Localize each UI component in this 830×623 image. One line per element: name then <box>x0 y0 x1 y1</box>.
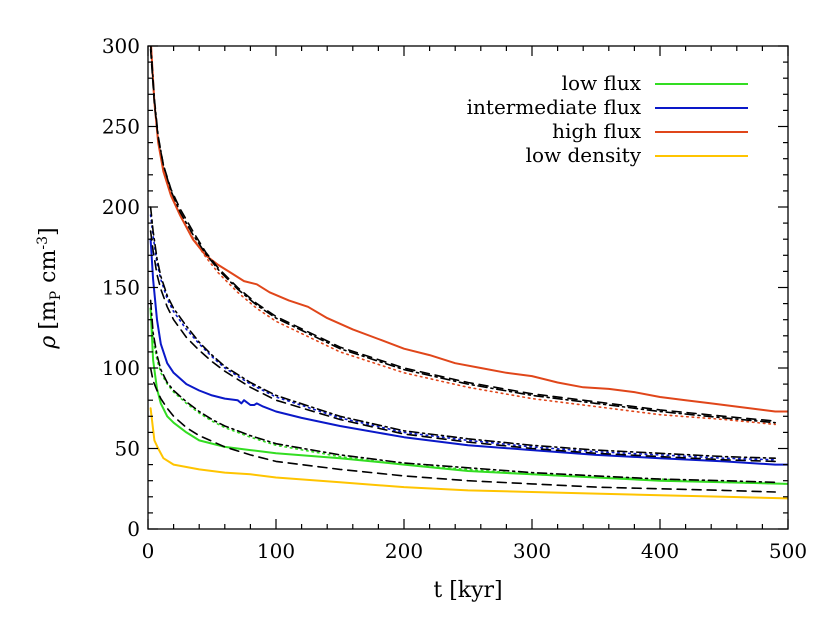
y-axis-label-sub: P <box>48 291 64 300</box>
y-axis-label-sup: -3 <box>35 236 51 250</box>
ticks-layer <box>147 45 789 530</box>
legend-label-3: low density <box>526 143 642 167</box>
x-tick-label: 100 <box>257 539 295 563</box>
x-tick-label: 0 <box>142 539 155 563</box>
series-line-10 <box>149 46 776 426</box>
series-line-6 <box>149 367 776 493</box>
legend-label-2: high flux <box>552 119 642 143</box>
x-tick-label: 500 <box>769 539 807 563</box>
tick-labels-layer: 0 100 200 300 400 500 0 50 100 150 200 250 300 <box>102 34 807 563</box>
series-line-1 <box>149 238 788 466</box>
series-line-3 <box>149 407 788 500</box>
series-line-9 <box>149 230 776 463</box>
series-layer <box>149 46 788 500</box>
series-line-12 <box>149 48 776 422</box>
series-line-7 <box>149 214 776 461</box>
series-line-8 <box>149 206 776 459</box>
y-axis-label-open: [m <box>36 300 61 330</box>
x-tick-label: 400 <box>641 539 679 563</box>
series-line-5 <box>149 299 776 484</box>
legend-label-1: intermediate flux <box>467 95 642 119</box>
y-tick-label: 100 <box>102 356 140 380</box>
series-line-11 <box>150 46 776 424</box>
y-tick-label: 200 <box>102 195 140 219</box>
y-tick-label: 50 <box>115 437 140 461</box>
series-line-4 <box>149 307 788 485</box>
y-axis-label-rho: ρ <box>36 336 61 350</box>
y-tick-label: 0 <box>127 517 140 541</box>
x-tick-label: 300 <box>513 539 551 563</box>
x-axis-label: t [kyr] <box>433 578 502 603</box>
series-line-2 <box>150 46 788 413</box>
y-tick-label: 150 <box>102 276 140 300</box>
y-tick-label: 250 <box>102 115 140 139</box>
y-axis-label: ρ [mPcm-3] <box>35 227 64 349</box>
y-axis-label-unit: cm <box>36 249 61 282</box>
y-tick-label: 300 <box>102 34 140 58</box>
legend-label-0: low flux <box>562 71 642 95</box>
x-tick-label: 200 <box>385 539 423 563</box>
y-axis-label-close: ] <box>36 227 61 236</box>
